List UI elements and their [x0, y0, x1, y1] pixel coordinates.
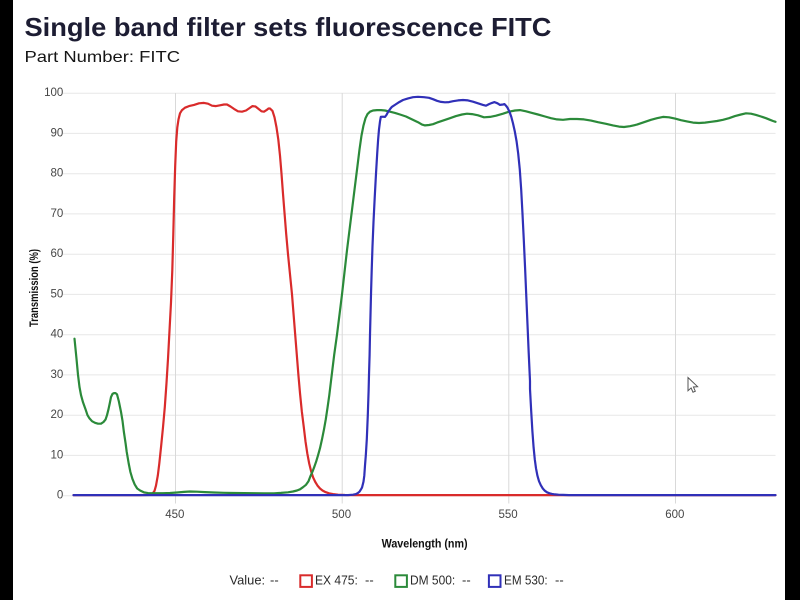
svg-text:Part Number: FITC: Part Number: FITC [25, 49, 181, 66]
svg-text:70: 70 [51, 208, 64, 220]
svg-text:30: 30 [51, 369, 64, 381]
svg-text:Value:: Value: [230, 573, 266, 588]
svg-text:500: 500 [332, 509, 351, 521]
svg-text:Single band filter sets fluore: Single band filter sets fluorescence FIT… [25, 12, 552, 42]
svg-text:20: 20 [51, 409, 64, 421]
svg-text:0: 0 [57, 490, 63, 502]
svg-text:600: 600 [665, 509, 684, 521]
svg-text:Transmission (%): Transmission (%) [29, 249, 41, 327]
svg-text:50: 50 [51, 288, 64, 300]
svg-text:Wavelength (nm): Wavelength (nm) [382, 539, 468, 551]
svg-text:--: -- [555, 573, 564, 588]
svg-text:90: 90 [51, 127, 64, 139]
svg-text:60: 60 [51, 248, 64, 260]
svg-text:DM 500:: DM 500: [410, 573, 455, 588]
svg-text:10: 10 [51, 449, 64, 461]
svg-text:550: 550 [499, 509, 518, 521]
svg-text:100: 100 [44, 87, 63, 99]
svg-text:80: 80 [51, 168, 64, 180]
svg-text:--: -- [462, 573, 471, 588]
svg-text:40: 40 [51, 329, 64, 341]
svg-text:--: -- [365, 573, 374, 588]
svg-text:--: -- [270, 573, 279, 588]
svg-text:450: 450 [165, 509, 184, 521]
svg-text:EX 475:: EX 475: [315, 573, 358, 588]
svg-text:EM 530:: EM 530: [504, 573, 548, 588]
